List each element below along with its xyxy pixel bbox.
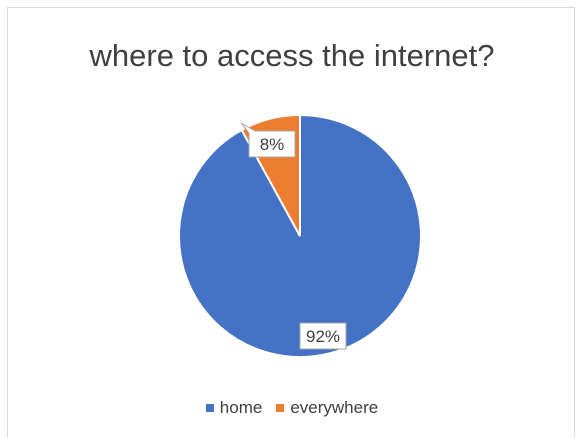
data-label-everywhere: 8% bbox=[240, 122, 296, 158]
legend-item-home: home bbox=[205, 398, 263, 418]
data-label-box bbox=[248, 130, 296, 158]
callout-pointer bbox=[240, 122, 256, 134]
legend-label-everywhere: everywhere bbox=[290, 398, 379, 417]
legend-item-everywhere: everywhere bbox=[276, 398, 378, 418]
data-label-box bbox=[299, 322, 347, 350]
legend: home everywhere bbox=[0, 398, 584, 418]
legend-swatch-everywhere bbox=[276, 404, 285, 412]
chart-title: where to access the internet? bbox=[89, 38, 495, 73]
data-label-text: 8% bbox=[260, 135, 285, 154]
data-label-home: 92% bbox=[299, 322, 347, 350]
legend-swatch-home bbox=[205, 404, 214, 412]
legend-label-home: home bbox=[219, 398, 263, 417]
data-label-text: 92% bbox=[306, 327, 340, 346]
